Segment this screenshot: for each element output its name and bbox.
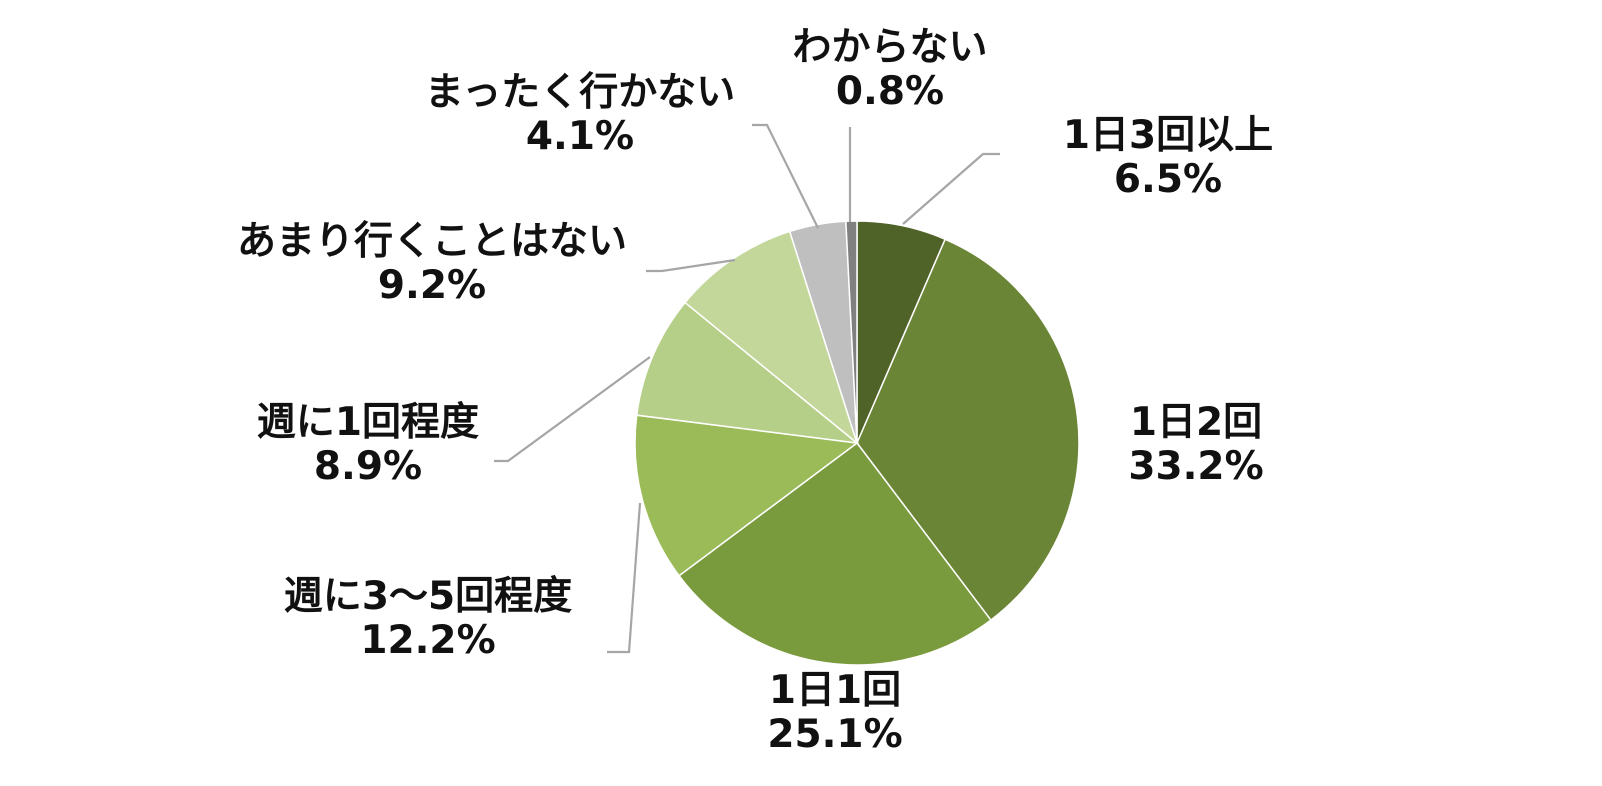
slice-4-value-label: 12.2% (360, 618, 495, 663)
slice-8-wedge (845, 220, 858, 444)
slice-6-category-label: あまり行くことはない (237, 219, 627, 264)
slice-6-leader-line (646, 258, 736, 273)
slice-2-value-label: 33.2% (1128, 444, 1263, 489)
slice-2-wedge (856, 238, 1080, 622)
slice-3-value-label: 25.1% (767, 712, 902, 757)
slice-8-category-label: わからない (792, 25, 987, 70)
slice-3-category-label: 1日1回 (769, 668, 901, 713)
slice-6-value-label: 9.2% (378, 263, 486, 308)
slice-7-value-label: 4.1% (526, 114, 634, 159)
slice-1-category-label: 1日3回以上 (1063, 113, 1273, 158)
slice-1-leader-line (902, 152, 1000, 225)
slice-5-wedge (635, 301, 860, 445)
slice-8-value-label: 0.8% (836, 69, 944, 114)
slice-4-category-label: 週に3〜5回程度 (284, 574, 572, 619)
slice-5-leader-line (494, 356, 651, 463)
slice-7-category-label: まったく行かない (425, 70, 735, 115)
slice-2-category-label: 1日2回 (1130, 400, 1262, 445)
slice-5-category-label: 週に1回程度 (257, 400, 479, 445)
slice-5-value-label: 8.9% (314, 444, 422, 489)
slices-layer (634, 220, 1080, 666)
slice-4-wedge (634, 414, 859, 577)
slice-3-wedge (677, 441, 992, 666)
slice-4-leader-line (607, 502, 642, 654)
slice-7-leader-line (752, 123, 819, 229)
slice-1-value-label: 6.5% (1114, 157, 1222, 202)
leader-lines-layer (494, 123, 1000, 654)
